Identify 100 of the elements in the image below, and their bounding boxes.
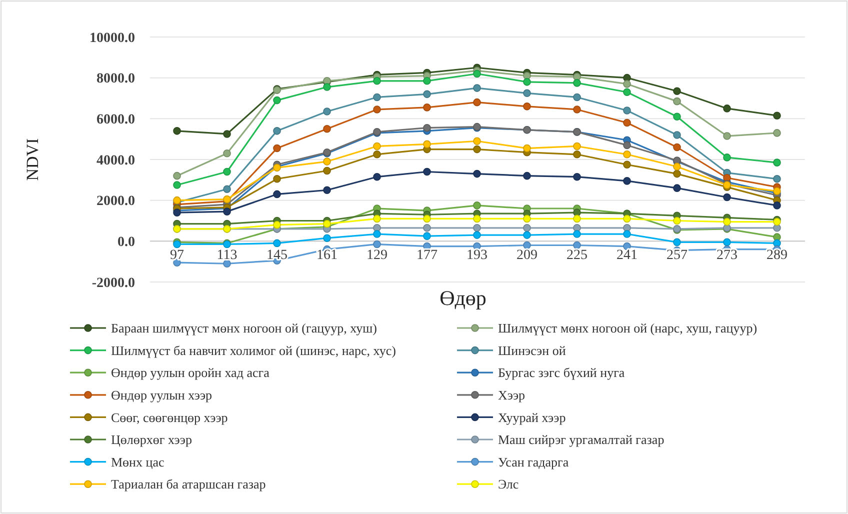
legend-label: Хээр [498,387,526,402]
point [673,131,681,139]
y-tick-label: 8000.0 [96,72,135,87]
y-tick-label: 6000.0 [96,112,135,128]
point [223,149,231,158]
point [523,214,531,223]
x-tick-label: 257 [666,248,688,264]
point [323,234,331,242]
point [673,143,681,152]
legend-label: Шинэсэн ой [498,342,566,358]
legend-label: Бараан шилмүүст мөнх ногоон ой (гацуур, хуш) [111,320,377,336]
x-tick-label: 193 [466,248,488,264]
point [423,232,431,240]
point [223,168,231,176]
point [623,214,631,223]
point [773,112,781,120]
point [523,102,531,110]
point [523,224,531,232]
legend-label: Тариалан ба атаршсан газар [111,476,266,492]
point [673,238,681,246]
point [323,124,331,133]
point [273,127,281,135]
legend-label: Бургас зэгс бүхий нуга [498,365,625,380]
point [723,154,731,162]
point [223,208,231,216]
point [373,76,381,85]
point [623,177,631,185]
point [473,202,481,210]
x-tick-label: 225 [566,248,588,264]
point [323,166,331,175]
point [223,130,231,138]
point [473,145,481,154]
legend-label: Өндөр уулын хээр [111,387,212,402]
y-tick-label: 10000.0 [90,30,135,46]
point [473,224,481,232]
point [423,90,431,98]
point [523,241,531,250]
x-tick-label: 161 [316,248,338,264]
point [323,108,331,116]
legend-label: Сөөг, сөөгөнцөр хээр [111,410,228,425]
point [573,79,581,87]
point [473,84,481,92]
y-tick-label: 4000.0 [96,153,135,168]
point [173,127,181,135]
point [373,150,381,158]
point [423,224,431,232]
point [673,170,681,178]
point [423,214,431,223]
point [373,172,381,181]
y-tick-label: 0.0 [118,235,135,250]
point [423,124,431,132]
point [723,218,731,226]
legend-label: Мөнх цас [111,454,164,470]
point [473,137,481,146]
point [373,240,381,248]
point [623,106,631,114]
legend-label: Шилмүүст мөнх ногоон ой (нарс, хуш, гацуур) [498,320,758,336]
point [623,118,631,127]
x-tick-label: 97 [170,248,184,264]
x-tick-label: 241 [616,248,638,264]
point [623,150,631,158]
legend-label: Шилмүүст ба навчит холимог ой (шинэс, нарс, хус) [111,342,396,358]
point [573,142,581,150]
point [173,181,181,189]
point [473,170,481,178]
point [673,112,681,121]
point [473,214,481,223]
point [523,78,531,86]
point [623,160,631,169]
point [673,162,681,171]
point [573,93,581,102]
point [573,106,581,114]
legend-label: Усан гадарга [498,454,569,470]
point [573,214,581,223]
point [473,70,481,78]
point [273,190,281,198]
point [273,144,281,152]
legend-label: Өндөр уулын оройн хад асга [111,365,270,380]
point [273,239,281,248]
point [673,184,681,192]
y-axis-title: NDVI [23,138,42,181]
point [523,172,531,180]
point [573,241,581,250]
point [773,129,781,137]
y-tick-label: 2000.0 [96,194,135,210]
x-tick-label: 177 [416,248,438,264]
point [623,80,631,88]
point [473,98,481,106]
point [423,140,431,148]
point [523,144,531,152]
point [773,158,781,166]
point [223,185,231,194]
point [623,230,631,238]
point [323,186,331,194]
x-axis-title: Өдөр [440,286,486,310]
point [373,106,381,114]
point [473,231,481,239]
point [723,104,731,112]
point [323,158,331,166]
point [573,172,581,181]
